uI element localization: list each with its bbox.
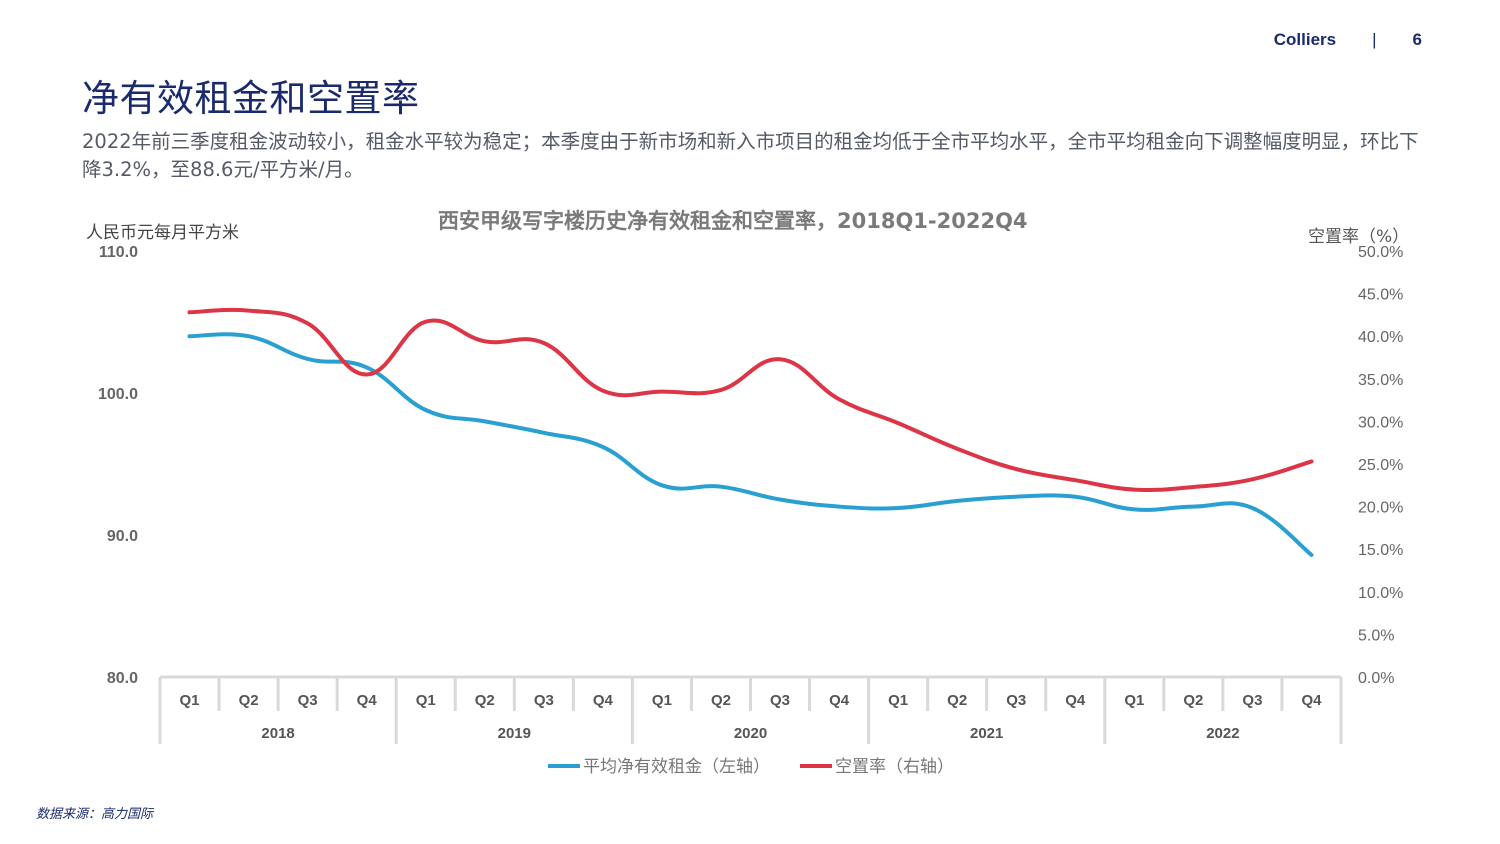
summary-text: 2022年前三季度租金波动较小，租金水平较为稳定；本季度由于新市场和新入市项目的… bbox=[82, 130, 1419, 181]
vacancy-series-line bbox=[187, 307, 1314, 493]
quarter-tick-label: Q1 bbox=[652, 692, 672, 709]
quarter-tick-label: Q1 bbox=[1124, 692, 1144, 709]
quarter-tick-label: Q4 bbox=[593, 692, 614, 709]
left-y-tick-label: 80.0 bbox=[107, 670, 138, 687]
quarter-tick-label: Q4 bbox=[1065, 692, 1086, 709]
quarter-tick-label: Q1 bbox=[416, 692, 436, 709]
quarter-tick-label: Q2 bbox=[475, 692, 495, 709]
header-separator: | bbox=[1372, 30, 1377, 49]
right-y-tick-label: 5.0% bbox=[1358, 627, 1394, 644]
quarter-tick-label: Q3 bbox=[298, 692, 318, 709]
right-y-tick-label: 20.0% bbox=[1358, 500, 1403, 517]
right-y-tick-label: 35.0% bbox=[1358, 372, 1403, 389]
left-y-tick-label: 110.0 bbox=[99, 244, 138, 261]
quarter-tick-label: Q2 bbox=[1183, 692, 1203, 709]
year-tick-label: 2020 bbox=[734, 725, 767, 742]
quarter-tick-label: Q1 bbox=[180, 692, 200, 709]
right-y-tick-label: 50.0% bbox=[1358, 244, 1403, 261]
year-tick-label: 2018 bbox=[261, 725, 294, 742]
quarter-tick-label: Q2 bbox=[239, 692, 259, 709]
year-tick-label: 2021 bbox=[970, 725, 1003, 742]
data-source: 数据来源：高力国际 bbox=[36, 807, 154, 822]
right-y-tick-label: 0.0% bbox=[1358, 670, 1394, 687]
right-y-tick-label: 30.0% bbox=[1358, 414, 1403, 431]
left-y-tick-label: 100.0 bbox=[98, 386, 138, 403]
right-y-tick-label: 10.0% bbox=[1358, 585, 1403, 602]
quarter-tick-label: Q2 bbox=[711, 692, 731, 709]
header-brand-bar: Colliers | 6 bbox=[1274, 30, 1422, 50]
quarter-tick-label: Q3 bbox=[770, 692, 790, 709]
year-tick-label: 2022 bbox=[1206, 725, 1239, 742]
quarter-tick-label: Q1 bbox=[888, 692, 908, 709]
rent-series-line bbox=[187, 332, 1314, 557]
quarter-tick-label: Q3 bbox=[534, 692, 554, 709]
brand-name: Colliers bbox=[1273, 30, 1337, 49]
quarter-tick-label: Q4 bbox=[357, 692, 378, 709]
right-axis-unit: 空置率（%） bbox=[1308, 227, 1410, 247]
quarter-tick-label: Q2 bbox=[947, 692, 967, 709]
legend-label: 平均净有效租金（左轴） bbox=[583, 757, 770, 777]
page-number: 6 bbox=[1412, 30, 1422, 49]
legend-label: 空置率（右轴） bbox=[835, 757, 954, 777]
quarter-tick-label: Q3 bbox=[1006, 692, 1026, 709]
page-title: 净有效租金和空置率 bbox=[82, 77, 420, 120]
quarter-tick-label: Q4 bbox=[829, 692, 850, 709]
quarter-tick-label: Q4 bbox=[1301, 692, 1322, 709]
right-y-tick-label: 40.0% bbox=[1358, 329, 1403, 346]
chart-title: 西安甲级写字楼历史净有效租金和空置率，2018Q1-2022Q4 bbox=[438, 209, 1028, 233]
year-tick-label: 2019 bbox=[498, 725, 531, 742]
right-y-tick-label: 15.0% bbox=[1358, 542, 1403, 559]
right-y-tick-label: 45.0% bbox=[1358, 287, 1403, 304]
quarter-tick-label: Q3 bbox=[1242, 692, 1262, 709]
left-y-tick-label: 90.0 bbox=[107, 528, 138, 545]
left-axis-unit: 人民币元每月平方米 bbox=[86, 223, 239, 243]
right-y-tick-label: 25.0% bbox=[1358, 457, 1403, 474]
